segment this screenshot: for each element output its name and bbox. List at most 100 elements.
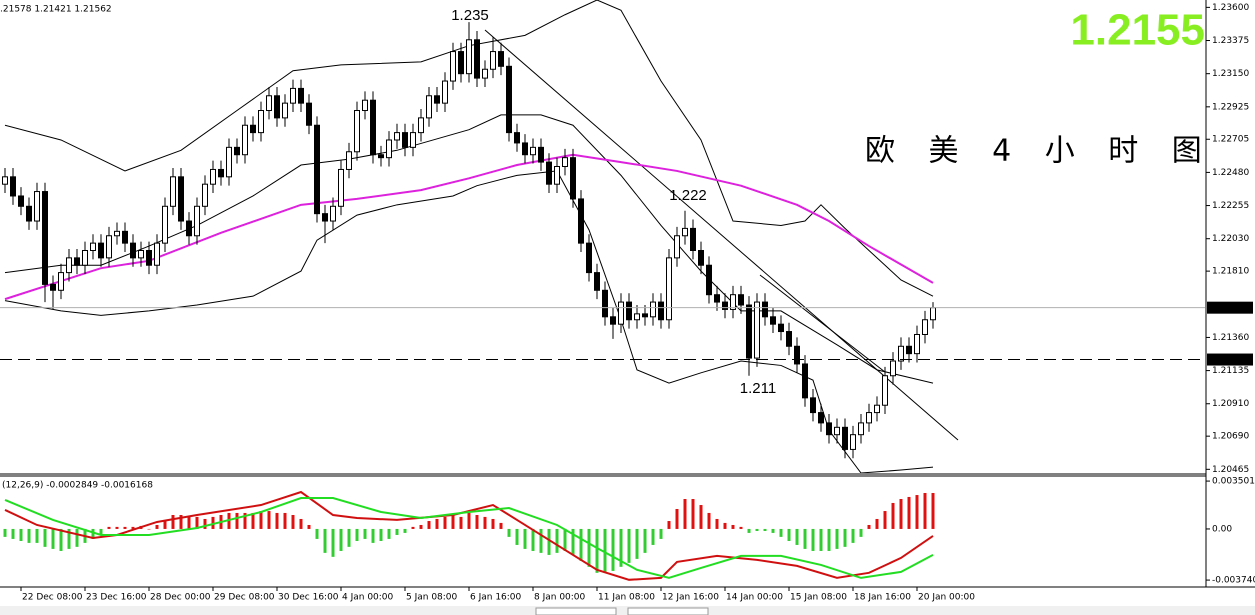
candle-body	[370, 99, 376, 156]
x-tick-label: 12 Jan 16:00	[662, 593, 719, 603]
x-tick-label: 23 Dec 16:00	[86, 593, 147, 603]
macd-bar	[403, 528, 407, 533]
macd-bar	[307, 524, 311, 529]
candle-body	[842, 426, 848, 450]
macd-bar	[395, 528, 399, 535]
macd-bar	[235, 512, 239, 529]
macd-bar	[387, 528, 391, 539]
macd-bar	[619, 528, 623, 567]
candle-body	[594, 272, 600, 291]
candle-body	[330, 205, 336, 222]
candle-body	[722, 301, 728, 310]
candle-body	[866, 412, 872, 424]
candle-body	[346, 151, 352, 170]
macd-bar	[459, 516, 463, 529]
candle-body	[882, 375, 888, 406]
y-tick-label: 1.23150	[1212, 69, 1249, 79]
macd-bar	[339, 528, 343, 551]
candle-body	[194, 205, 200, 237]
indicator-line	[4, 490, 934, 581]
trendline	[759, 274, 886, 373]
macd-bar	[179, 515, 183, 529]
candle-body	[522, 142, 528, 156]
y-tick-label: 0.00	[1212, 524, 1232, 534]
macd-bar	[347, 528, 351, 547]
macd-bar	[547, 528, 551, 555]
candle-body	[610, 316, 616, 325]
macd-bar	[115, 526, 119, 529]
macd-bar	[867, 524, 871, 529]
price-panel	[0, 0, 1205, 473]
tab[interactable]	[535, 607, 617, 615]
macd-bar	[707, 512, 711, 529]
candle-body	[626, 301, 632, 321]
candle-body	[434, 95, 440, 104]
candle-body	[170, 176, 176, 207]
macd-bar	[587, 528, 591, 567]
candle-body	[58, 272, 64, 291]
candle-body	[2, 176, 8, 185]
macd-bar	[699, 505, 703, 529]
macd-bar	[443, 516, 447, 529]
macd-title: (12,26,9) -0.0002849 -0.0016168	[2, 481, 153, 491]
y-tick-label: 1.20910	[1212, 399, 1249, 409]
macd-bar	[499, 522, 503, 529]
candle-body	[226, 146, 232, 178]
candle-body	[66, 257, 72, 274]
y-tick-label: -0.003740	[1212, 576, 1255, 586]
candle-body	[530, 146, 536, 156]
y-tick-label: 1.22255	[1212, 201, 1249, 211]
candle-body	[18, 195, 24, 207]
candle-body	[890, 360, 896, 377]
candle-body	[418, 117, 424, 134]
candle-body	[586, 242, 592, 274]
candle-body	[922, 319, 928, 335]
price-annotation: 1.211	[740, 380, 776, 397]
macd-bar	[331, 528, 335, 557]
macd-bar	[915, 495, 919, 529]
candle-body	[762, 301, 768, 318]
candle-body	[466, 39, 472, 75]
candle-body	[90, 242, 96, 251]
price-annotation: 1.222	[669, 187, 707, 204]
candle-body	[298, 87, 304, 104]
candle-body	[290, 87, 296, 104]
macd-bar	[603, 528, 607, 573]
macd-bar	[59, 528, 63, 551]
candle-body	[74, 257, 80, 266]
y-tick-label: 1.20690	[1212, 432, 1249, 442]
candle-body	[642, 313, 648, 318]
macd-bar	[675, 508, 679, 529]
candle-body	[698, 249, 704, 266]
macd-bar	[731, 524, 735, 529]
macd-bar	[131, 526, 135, 529]
macd-bar	[843, 528, 847, 547]
candle-body	[266, 95, 272, 112]
tab[interactable]	[627, 607, 709, 615]
macd-bar	[467, 512, 471, 529]
macd-bar	[379, 528, 383, 541]
macd-bar	[611, 528, 615, 571]
candle-body	[834, 426, 840, 436]
macd-bar	[363, 528, 367, 539]
macd-bar	[667, 521, 671, 529]
candle-body	[930, 307, 936, 321]
candle-body	[338, 168, 344, 207]
macd-bar	[579, 528, 583, 561]
macd-bar	[659, 528, 663, 539]
macd-bar	[859, 528, 863, 537]
macd-bar	[827, 528, 831, 551]
macd-panel	[3, 490, 935, 581]
candle-body	[306, 102, 312, 126]
candle-body	[562, 157, 568, 168]
candle-body	[42, 191, 48, 285]
candle-body	[618, 301, 624, 325]
macd-bar	[283, 512, 287, 529]
candle-body	[106, 235, 112, 259]
macd-bar	[923, 492, 927, 529]
macd-bar	[779, 528, 783, 537]
x-tick-label: 22 Dec 08:00	[22, 593, 83, 603]
macd-bar	[187, 516, 191, 529]
